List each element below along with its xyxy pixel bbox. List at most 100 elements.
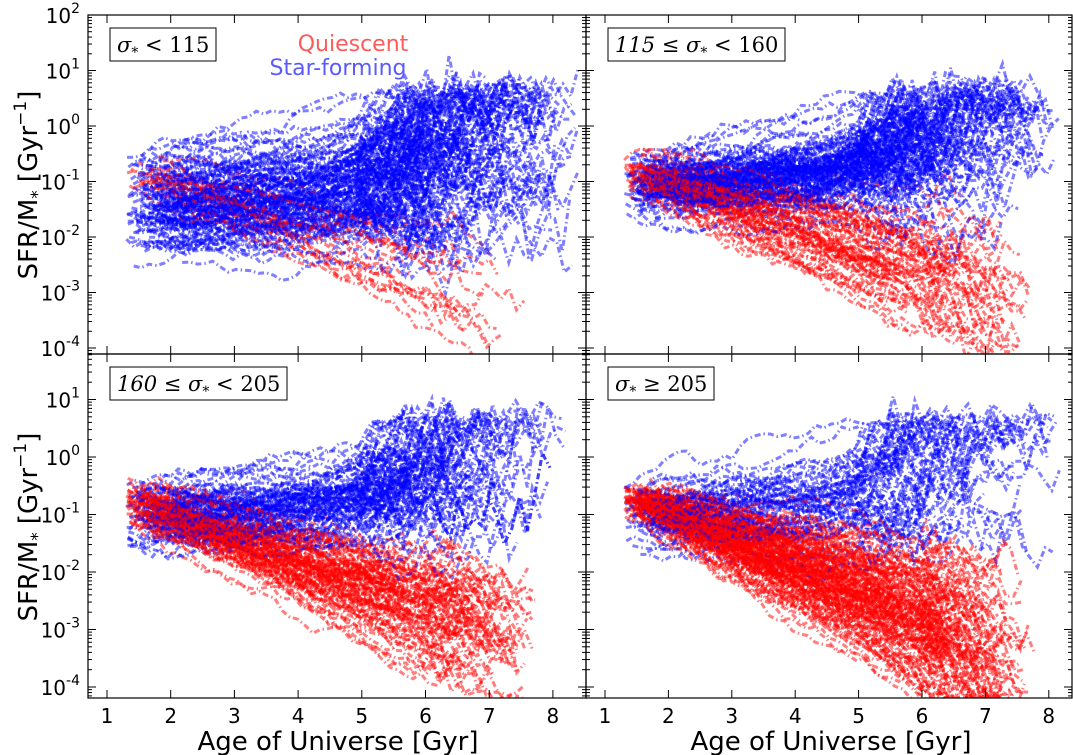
star-forming-track [158,394,543,523]
star-forming-track [148,195,432,253]
star-forming-track [679,457,1024,546]
quiescent-track [623,485,987,671]
star-forming-track [156,191,441,248]
quiescent-track [640,501,909,674]
star-forming-track [639,78,1014,204]
star-forming-track [139,195,471,260]
ylabel-main: SFR/M [14,199,44,280]
quiescent-track [628,180,935,304]
star-forming-track [666,417,1050,506]
x-tick-label: 4 [292,704,305,728]
star-forming-track [659,412,1027,541]
ylabel-close: ] [14,433,44,443]
star-forming-track [147,397,562,513]
svg-text:SFR/M*[Gyr−1]: SFR/M* [Gyr−1] [11,433,48,622]
quiescent-track [655,491,970,617]
legend-entry-quiescent: Quiescent [298,32,409,57]
star-forming-track [639,192,915,240]
quiescent-track [637,489,922,589]
star-forming-track [152,87,497,185]
star-forming-track [138,163,541,200]
star-forming-track [676,436,938,525]
x-tick-label: 5 [355,704,368,728]
star-forming-track [138,87,475,197]
quiescent-track [126,500,504,663]
quiescent-track [658,503,951,698]
svg-text:115 ≤ σ* < 160: 115 ≤ σ* < 160 [615,33,778,61]
quiescent-track [659,513,1005,633]
star-forming-track [143,69,551,226]
ylabel-unit: [Gyr [14,468,44,525]
panel-label-top-left: σ* < 115 [109,27,217,62]
star-forming-track [624,408,977,511]
star-forming-track [146,426,439,531]
star-forming-track [137,90,568,170]
quiescent-track [160,522,430,637]
star-forming-track [140,82,495,165]
x-tick-label: 2 [662,704,675,728]
quiescent-track [162,486,394,567]
star-forming-track [641,72,1053,219]
star-forming-track [146,94,485,230]
quiescent-track [156,516,480,684]
panel-label-bottom-right: σ* ≥ 205 [607,366,715,401]
ylabel-sub: * [28,532,48,541]
quiescent-track [137,502,406,613]
quiescent-track [643,168,949,342]
star-forming-track [653,83,998,171]
star-forming-track [625,394,1053,489]
star-forming-track [637,144,928,209]
y-tick-label: 101 [46,386,80,413]
star-forming-track [178,410,516,506]
star-forming-track [649,417,888,499]
x-tick-label: 4 [789,704,802,728]
panel-label-bottom-left: 160 ≤ σ* < 205 [109,366,288,401]
y-tick-label: 10-3 [41,616,80,643]
quiescent-track [650,494,896,611]
ylabel-sub: * [28,190,48,199]
star-forming-track [654,484,1022,565]
star-forming-track [128,510,414,564]
star-forming-track [672,170,865,211]
x-tick-label: 7 [483,704,496,728]
star-forming-track [654,152,1022,230]
panel-top-right-tracks [623,58,1060,354]
star-forming-track [173,408,536,518]
x-tick-label: 7 [979,704,992,728]
quiescent-track [157,166,489,344]
star-forming-track [127,436,549,548]
x-tick-label: 6 [916,704,929,728]
star-forming-track [640,542,878,583]
x-axis-label-left: Age of Universe [Gyr] [198,727,479,755]
star-forming-track [630,136,1024,167]
y-tick-label: 102 [46,1,80,28]
panel-label-top-right: 115 ≤ σ* < 160 [607,27,786,62]
star-forming-track [624,414,931,506]
star-forming-track [663,88,963,210]
quiescent-track [635,164,895,253]
star-forming-track [175,463,400,527]
y-axis-label-bottom: SFR/M* [Gyr−1] [11,433,48,622]
panel-bottom-right-tracks [623,390,1061,698]
quiescent-track [138,180,465,333]
quiescent-track [658,498,981,688]
x-tick-label: 3 [228,704,241,728]
star-forming-track [139,125,440,191]
star-forming-track [158,134,535,244]
quiescent-track [641,505,1024,698]
quiescent-track [640,186,893,288]
quiescent-track [156,508,526,698]
quiescent-track [629,163,1006,323]
star-forming-track [182,259,390,282]
quiescent-track [639,148,969,253]
star-forming-track [179,485,519,566]
quiescent-track [627,172,1009,354]
y-axis-label-top: SFR/M* [Gyr−1] [11,91,48,280]
star-forming-track [629,90,867,162]
quiescent-track [645,484,968,612]
star-forming-track [676,85,945,219]
star-forming-track [628,89,997,197]
ylabel-close: ] [14,91,44,101]
panel-frame-bottom-right [585,353,1073,699]
star-forming-track [646,415,976,535]
